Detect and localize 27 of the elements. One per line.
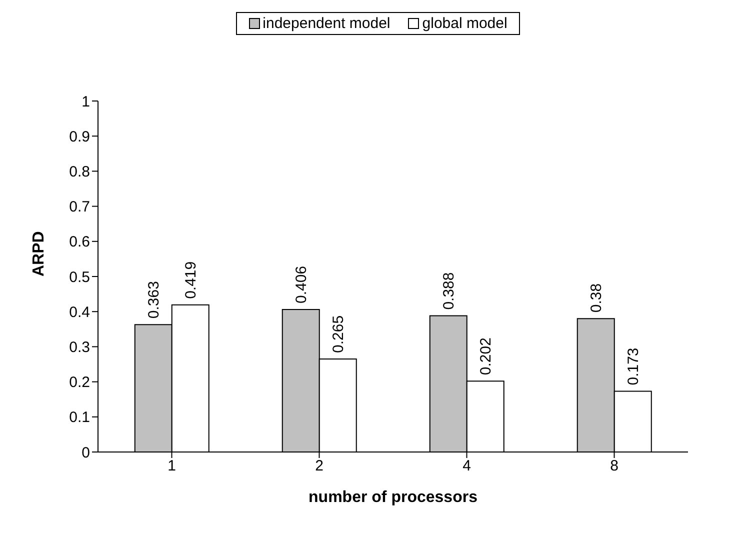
- y-tick-label: 0.3: [69, 339, 90, 356]
- data-label: 0.419: [182, 261, 200, 299]
- legend-label: global model: [421, 15, 508, 32]
- data-label: 0.363: [145, 281, 162, 319]
- y-tick-label: 1: [82, 93, 90, 110]
- data-label: 0.38: [588, 283, 605, 313]
- data-label: 0.406: [292, 266, 310, 304]
- x-tick-label: 1: [168, 458, 176, 475]
- y-tick-label: 0.4: [69, 304, 90, 321]
- y-tick-label: 0.9: [69, 128, 90, 146]
- y-tick-label: 0.8: [69, 164, 90, 181]
- data-label: 0.173: [624, 348, 642, 386]
- x-tick-label: 4: [462, 458, 471, 475]
- y-tick-label: 0.7: [69, 198, 90, 216]
- x-tick-label: 2: [315, 458, 324, 475]
- x-axis-title: number of processors: [308, 489, 478, 506]
- data-label: 0.202: [477, 338, 494, 376]
- y-tick-label: 0.1: [69, 409, 90, 426]
- x-tick-label: 8: [610, 458, 618, 475]
- y-tick-label: 0: [82, 444, 90, 462]
- legend-label: independent model: [262, 15, 390, 32]
- data-label: 0.265: [330, 315, 347, 353]
- y-tick-label: 0.5: [69, 268, 90, 286]
- data-label: 0.388: [440, 272, 458, 310]
- y-axis-title: ARPD: [30, 231, 48, 276]
- y-tick-label: 0.6: [69, 234, 90, 251]
- y-tick-label: 0.2: [69, 374, 90, 392]
